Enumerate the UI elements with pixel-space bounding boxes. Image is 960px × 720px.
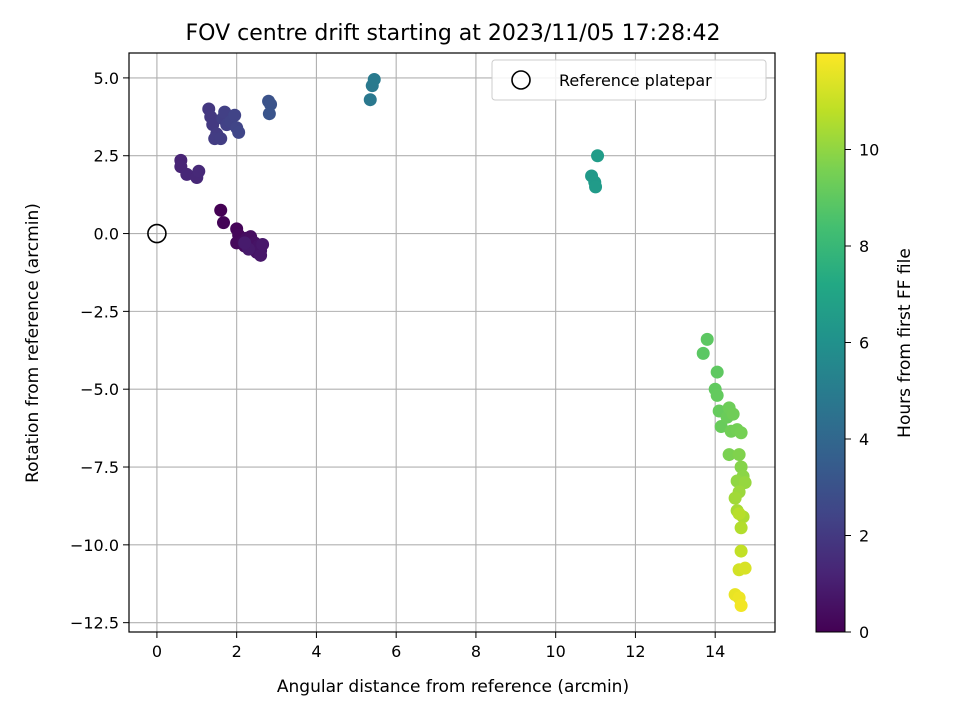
scatter-point [218,105,232,119]
chart-title: FOV centre drift starting at 2023/11/05 … [186,21,721,46]
scatter-point [192,164,206,178]
data-points [174,72,752,613]
scatter-point [367,72,381,86]
x-axis-label: Angular distance from reference (arcmin) [277,677,629,697]
y-tick-label: −12.5 [70,614,119,633]
y-tick-label: −2.5 [80,302,119,321]
scatter-point [710,388,724,402]
scatter-point [228,108,242,122]
x-tick-label: 6 [391,642,401,661]
colorbar-tick-label: 8 [859,237,869,256]
scatter-point [738,561,752,575]
scatter-point [180,167,194,181]
grid-lines [129,53,775,632]
y-tick-label: −7.5 [80,458,119,477]
reference-point-marker [147,223,167,244]
colorbar: 0 2 4 6 8 10 Hours from first FF file [815,52,915,642]
colorbar-gradient [815,52,846,633]
scatter-point [728,491,742,505]
y-tick-label: −10.0 [70,536,119,555]
y-tick-label: 0.0 [94,225,119,244]
scatter-point [732,507,746,521]
colorbar-tick-label: 2 [859,527,869,546]
scatter-point [726,407,740,421]
scatter-point [734,544,748,558]
scatter-point [254,248,268,262]
x-tick-label: 0 [152,642,162,661]
colorbar-tick-label: 0 [859,623,869,642]
y-tick-label: −5.0 [80,380,119,399]
scatter-point [591,149,605,163]
scatter-point [732,448,746,462]
colorbar-tick-label: 4 [859,430,869,449]
scatter-point [589,180,603,194]
plot-frame [128,52,776,633]
colorbar-ticks: 0 2 4 6 8 10 [845,141,879,642]
scatter-point [700,332,714,346]
scatter-point [738,476,752,490]
x-tick-label: 14 [705,642,725,661]
x-tick-label: 10 [545,642,565,661]
y-axis-ticks: 5.0 2.5 0.0 −2.5 −5.0 −7.5 −10.0 −12.5 [70,69,129,633]
scatter-point [214,132,228,146]
legend-box [491,59,767,101]
scatter-point [714,420,728,434]
scatter-point [232,125,246,139]
scatter-point [363,93,377,107]
scatter-point [262,107,276,121]
colorbar-tick-label: 10 [859,141,879,160]
colorbar-tick-label: 6 [859,334,869,353]
scatter-point [217,216,231,230]
legend: Reference platepar [491,59,767,101]
y-tick-label: 5.0 [94,69,119,88]
legend-marker [511,70,531,90]
y-tick-label: 2.5 [94,147,119,166]
scatter-point [710,365,724,379]
scatter-point [734,599,748,613]
scatter-point [734,426,748,440]
scatter-point [238,236,252,250]
colorbar-label: Hours from first FF file [895,248,915,438]
x-axis-ticks: 0 2 4 6 8 10 12 14 [152,632,725,661]
scatter-point [696,346,710,360]
x-tick-label: 8 [471,642,481,661]
scatter-point [722,448,736,462]
scatter-point [214,203,228,217]
x-tick-label: 4 [311,642,321,661]
x-tick-label: 2 [232,642,242,661]
scatter-point [256,237,270,251]
x-tick-label: 12 [625,642,645,661]
legend-label: Reference platepar [559,71,712,90]
scatter-point [734,521,748,535]
y-axis-label: Rotation from reference (arcmin) [23,203,43,483]
